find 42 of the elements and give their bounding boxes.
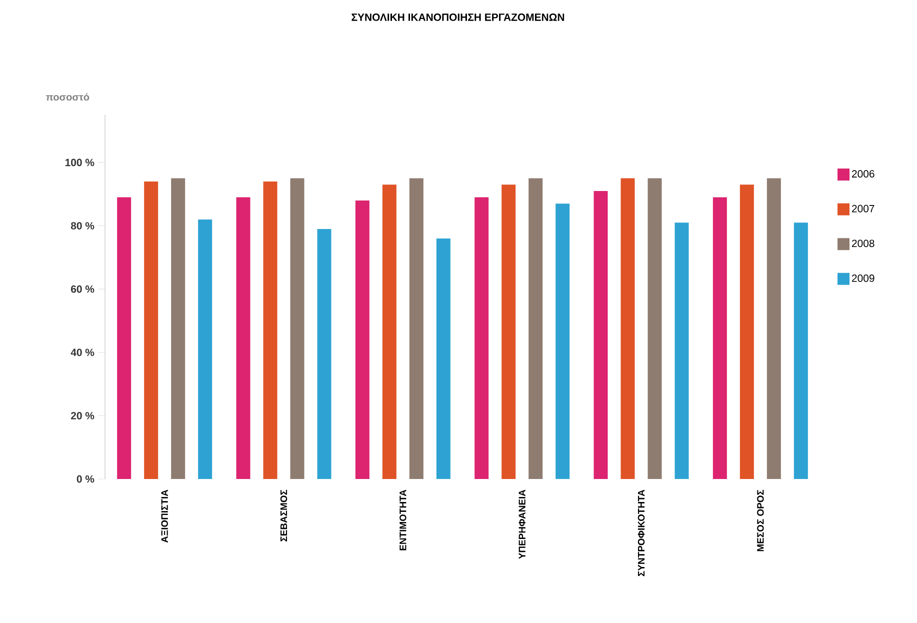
bar xyxy=(674,222,689,479)
legend-label: 2009 xyxy=(852,274,874,282)
x-tick-label: ΥΠΕΡΗΦΑΝΕΙΑ xyxy=(518,490,526,559)
bar xyxy=(382,184,396,479)
bar xyxy=(171,178,186,479)
bar xyxy=(620,178,635,479)
bar xyxy=(502,184,516,479)
bar xyxy=(766,178,781,479)
bar xyxy=(236,197,250,479)
bar xyxy=(594,190,608,479)
y-axis-title: ποσοστό xyxy=(46,93,90,101)
legend-label: 2008 xyxy=(852,240,874,248)
x-tick-label: ΕΝΤΙΜΟΤΗΤΑ xyxy=(400,490,406,550)
bar xyxy=(198,219,212,479)
y-tick-label: 40 % xyxy=(70,348,94,356)
bar xyxy=(648,178,662,479)
y-tick-label: 60 % xyxy=(71,285,94,293)
y-tick-label: 20 % xyxy=(70,412,94,420)
bar xyxy=(355,200,370,479)
y-tick-label: 100 % xyxy=(65,158,94,166)
bar xyxy=(794,222,808,479)
bar xyxy=(712,197,727,479)
bar xyxy=(528,178,543,479)
x-tick-label: ΜΕΣΟΣ ΟΡΟΣ xyxy=(757,490,764,552)
x-tick-label: ΑΞΙΟΠΙΣΤΙΑ xyxy=(161,490,168,543)
bar xyxy=(556,204,570,479)
y-tick-label: 0 % xyxy=(76,475,94,483)
bar xyxy=(263,181,278,479)
chart-title: ΣΥΝΟΛΙΚΗ ΙΚΑΝΟΠΟΙΗΣΗ ΕΡΓΑΖΟΜΕΝΩΝ xyxy=(352,14,564,21)
bar xyxy=(317,228,332,479)
y-tick-label: 80 % xyxy=(70,222,94,230)
bar xyxy=(474,197,489,479)
bar xyxy=(290,178,304,479)
legend-label: 2007 xyxy=(852,204,874,212)
x-tick-label: ΣΕΒΑΣΜΟΣ xyxy=(280,490,288,542)
x-tick-label: ΣΥΝΤΡΟΦΙΚΟΤΗΤΑ xyxy=(638,490,645,576)
bar xyxy=(740,184,754,479)
bar xyxy=(117,197,132,479)
bar xyxy=(409,178,424,479)
bar xyxy=(144,181,158,479)
bar xyxy=(436,238,450,479)
legend-label: 2006 xyxy=(852,170,874,178)
